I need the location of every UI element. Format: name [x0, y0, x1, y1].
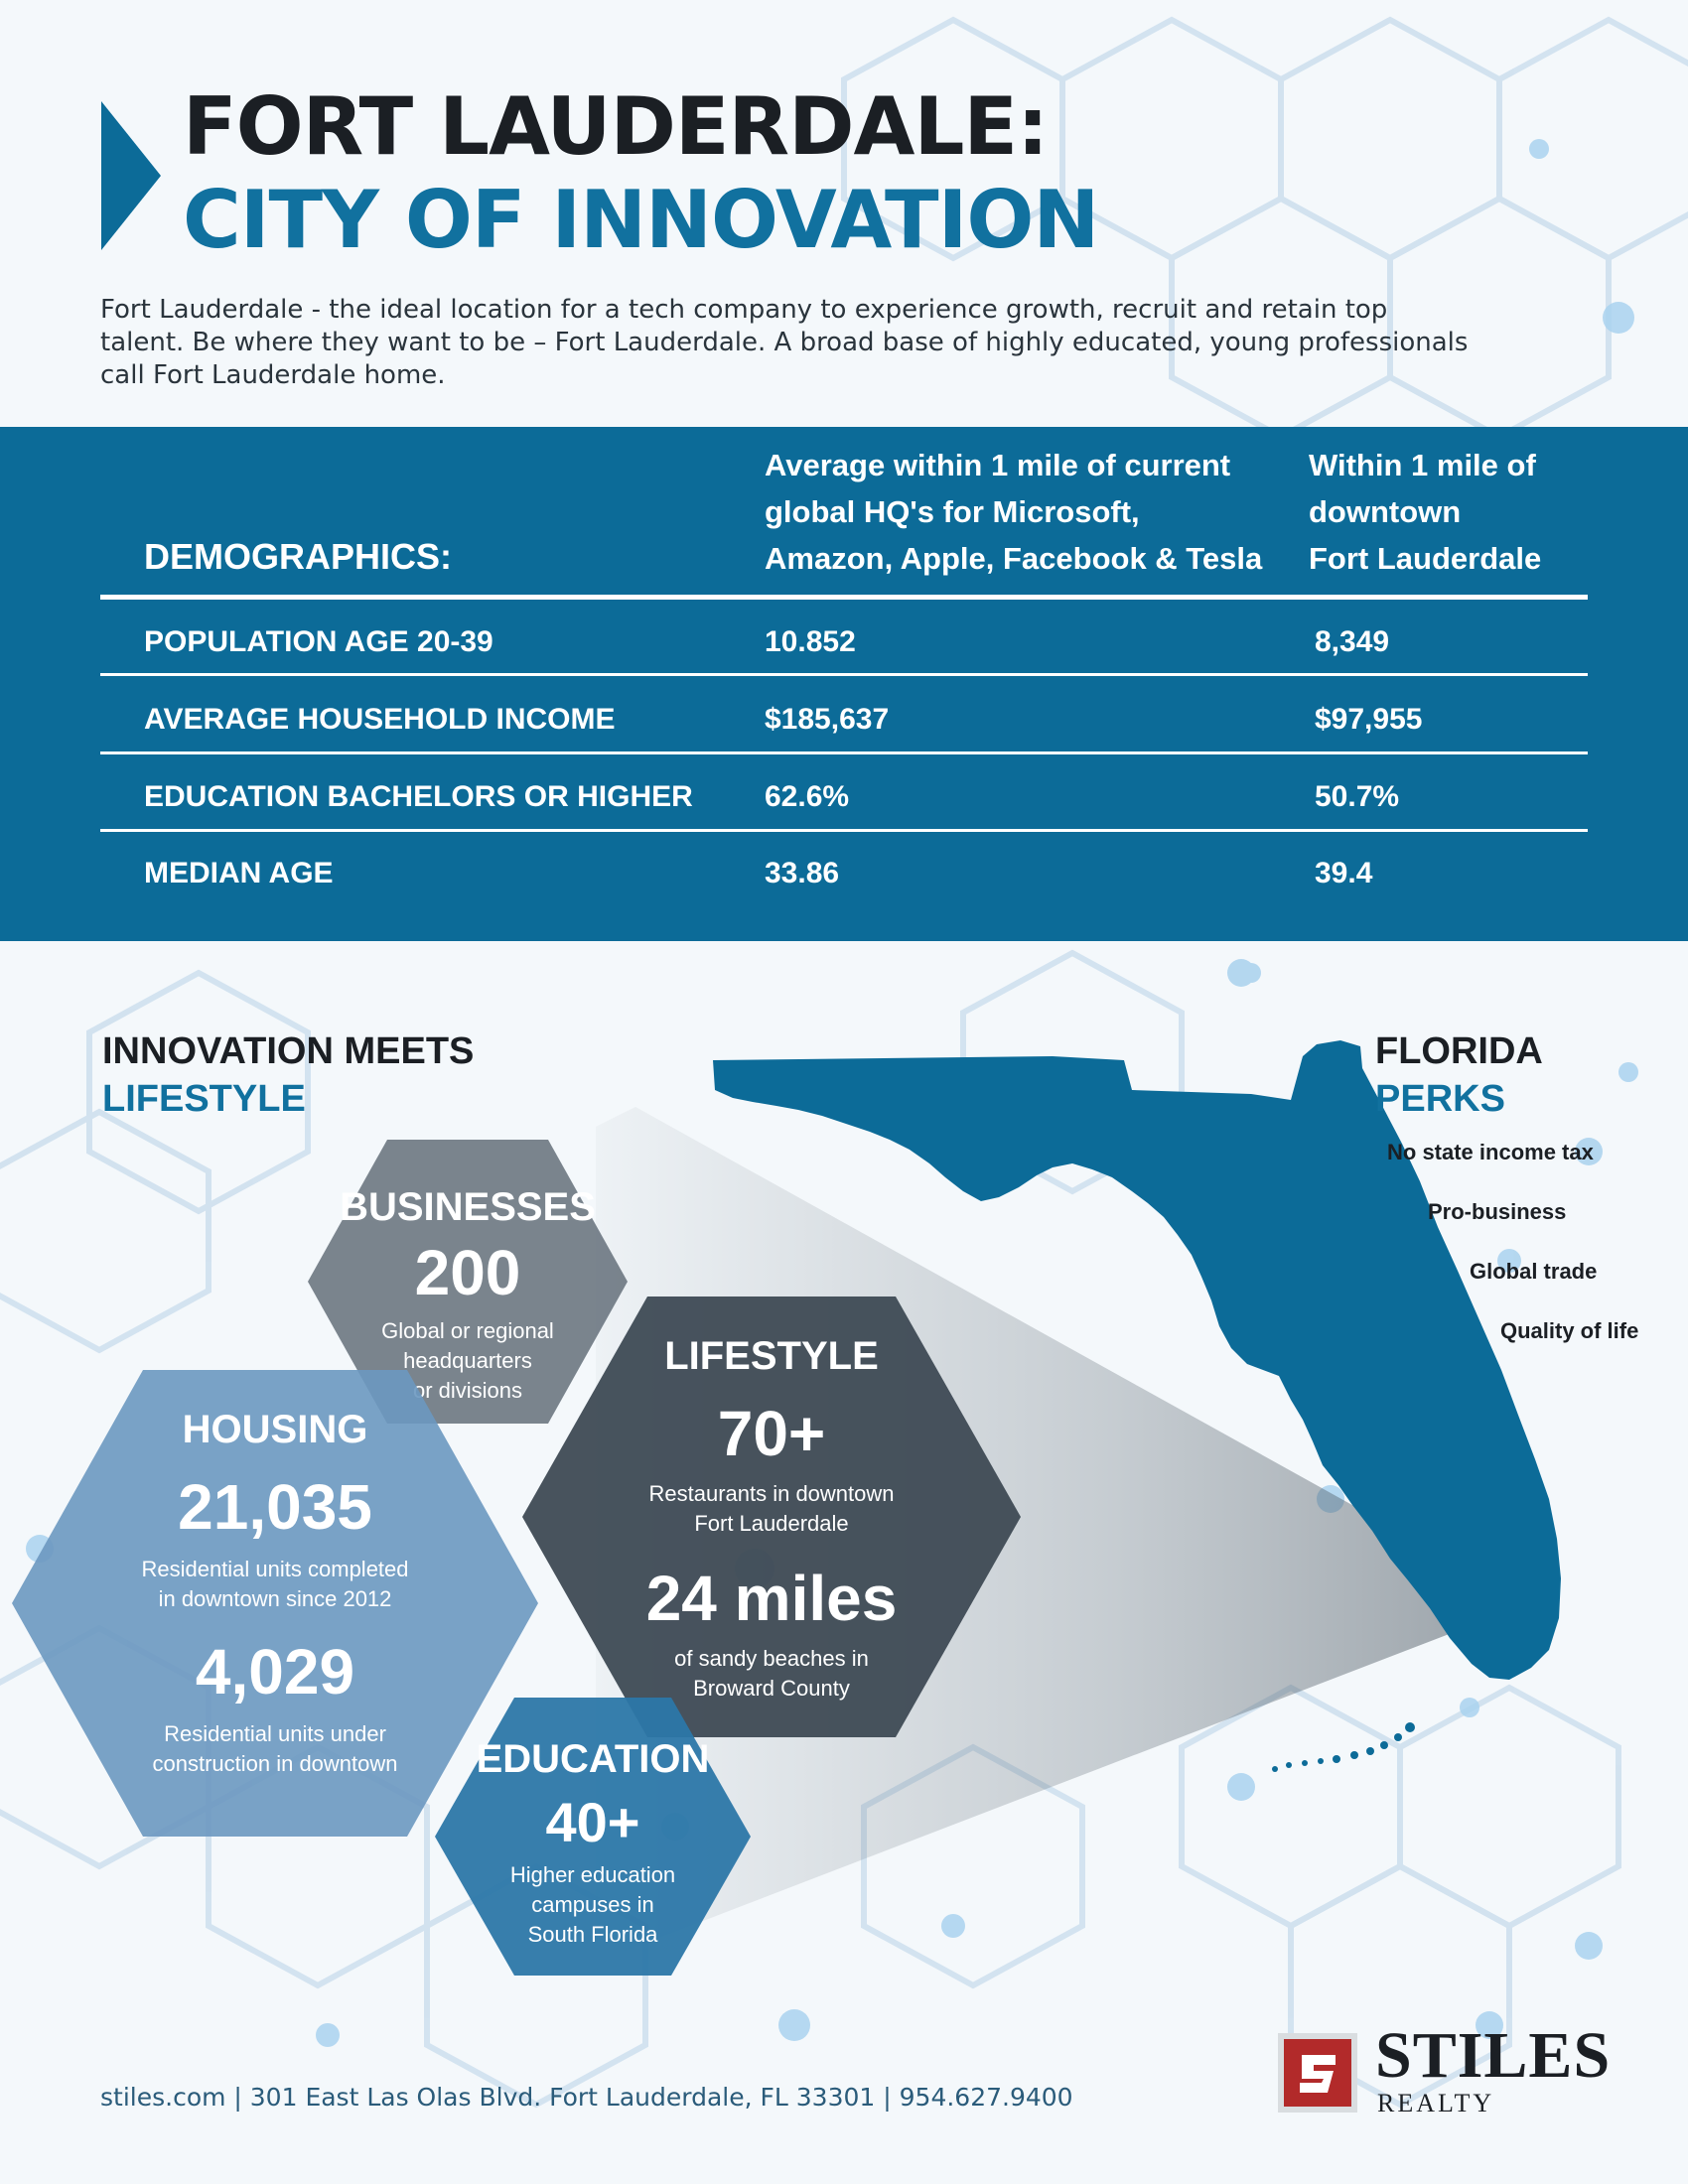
cell-population-downtown: 8,349	[1315, 625, 1390, 658]
perks-subheading: PERKS	[1375, 1078, 1505, 1120]
row-label-median-age: MEDIAN AGE	[144, 857, 334, 889]
businesses-hexagon-text: BUSINESSES 200 Global or regional headqu…	[308, 1187, 628, 1406]
cell-median-age-downtown: 39.4	[1315, 857, 1373, 889]
brand-name: STILES	[1375, 2019, 1612, 2092]
lifestyle-description-restaurants: Restaurants in downtown Fort Lauderdale	[648, 1481, 895, 1536]
page-subtitle: CITY OF INNOVATION	[183, 174, 1099, 266]
businesses-hexagon	[308, 1140, 628, 1424]
innovation-heading: INNOVATION MEETS	[102, 1030, 475, 1072]
perk-item: Pro-business	[1428, 1199, 1567, 1224]
demographics-band	[0, 427, 1688, 941]
perks-heading: FLORIDA	[1375, 1030, 1543, 1072]
perk-item: Global trade	[1470, 1259, 1598, 1284]
housing-description-under-construction: Residential units under construction in …	[152, 1721, 398, 1776]
row-label-education: EDUCATION BACHELORS OR HIGHER	[144, 780, 693, 813]
cell-income-downtown: $97,955	[1315, 703, 1423, 736]
housing-title: HOUSING	[182, 1408, 368, 1451]
education-description: Higher education campuses in South Flori…	[509, 1862, 676, 1947]
education-value: 40+	[545, 1791, 640, 1853]
lifestyle-description-beaches: of sandy beaches in Broward County	[674, 1646, 869, 1701]
housing-hexagon-text: HOUSING 21,035 Residential units complet…	[12, 1410, 538, 1779]
lifestyle-value-beaches: 24 miles	[645, 1563, 898, 1634]
cell-income-hq: $185,637	[765, 703, 890, 736]
row-divider	[100, 751, 1588, 754]
lifestyle-hexagon	[522, 1297, 1021, 1737]
housing-hexagon	[12, 1370, 538, 1837]
education-hexagon-text: EDUCATION 40+ Higher education campuses …	[435, 1739, 751, 1950]
table-header-rule	[100, 595, 1588, 600]
businesses-title: BUSINESSES	[340, 1185, 596, 1229]
cell-education-downtown: 50.7%	[1315, 780, 1400, 813]
businesses-value: 200	[414, 1237, 521, 1308]
perk-item: Quality of life	[1500, 1318, 1639, 1343]
businesses-description: Global or regional headquarters or divis…	[381, 1318, 554, 1403]
lifestyle-hexagon-text: LIFESTYLE 70+ Restaurants in downtown Fo…	[522, 1336, 1021, 1704]
cell-population-hq: 10.852	[765, 625, 856, 658]
row-divider	[100, 829, 1588, 832]
perk-item: No state income tax	[1387, 1140, 1594, 1164]
intro-paragraph: Fort Lauderdale - the ideal location for…	[100, 295, 1469, 390]
footer-contact: stiles.com | 301 East Las Olas Blvd. For…	[100, 2083, 1073, 2112]
row-label-population: POPULATION AGE 20-39	[144, 625, 493, 658]
lifestyle-title: LIFESTYLE	[664, 1334, 879, 1378]
education-hexagon	[435, 1698, 751, 1976]
lifestyle-value-restaurants: 70+	[717, 1398, 826, 1469]
education-title: EDUCATION	[476, 1737, 710, 1781]
row-label-income: AVERAGE HOUSEHOLD INCOME	[144, 703, 616, 736]
housing-value-completed: 21,035	[178, 1471, 372, 1543]
housing-value-under-construction: 4,029	[195, 1636, 355, 1707]
column-header-hq-average: Average within 1 mile of current global …	[765, 448, 1263, 576]
page-title: FORT LAUDERDALE:	[183, 80, 1049, 173]
column-header-downtown: Within 1 mile of downtown Fort Lauderdal…	[1309, 448, 1542, 576]
chevron-right-icon	[101, 101, 161, 250]
brand-subtitle: REALTY	[1377, 2089, 1495, 2117]
demographics-label: DEMOGRAPHICS:	[144, 536, 453, 577]
cell-education-hq: 62.6%	[765, 780, 850, 813]
cell-median-age-hq: 33.86	[765, 857, 840, 889]
stiles-logo-icon	[1278, 2033, 1357, 2113]
housing-description-completed: Residential units completed in downtown …	[141, 1557, 409, 1611]
innovation-subheading: LIFESTYLE	[102, 1078, 306, 1120]
florida-map-icon	[713, 1040, 1561, 1772]
row-divider	[100, 673, 1588, 676]
